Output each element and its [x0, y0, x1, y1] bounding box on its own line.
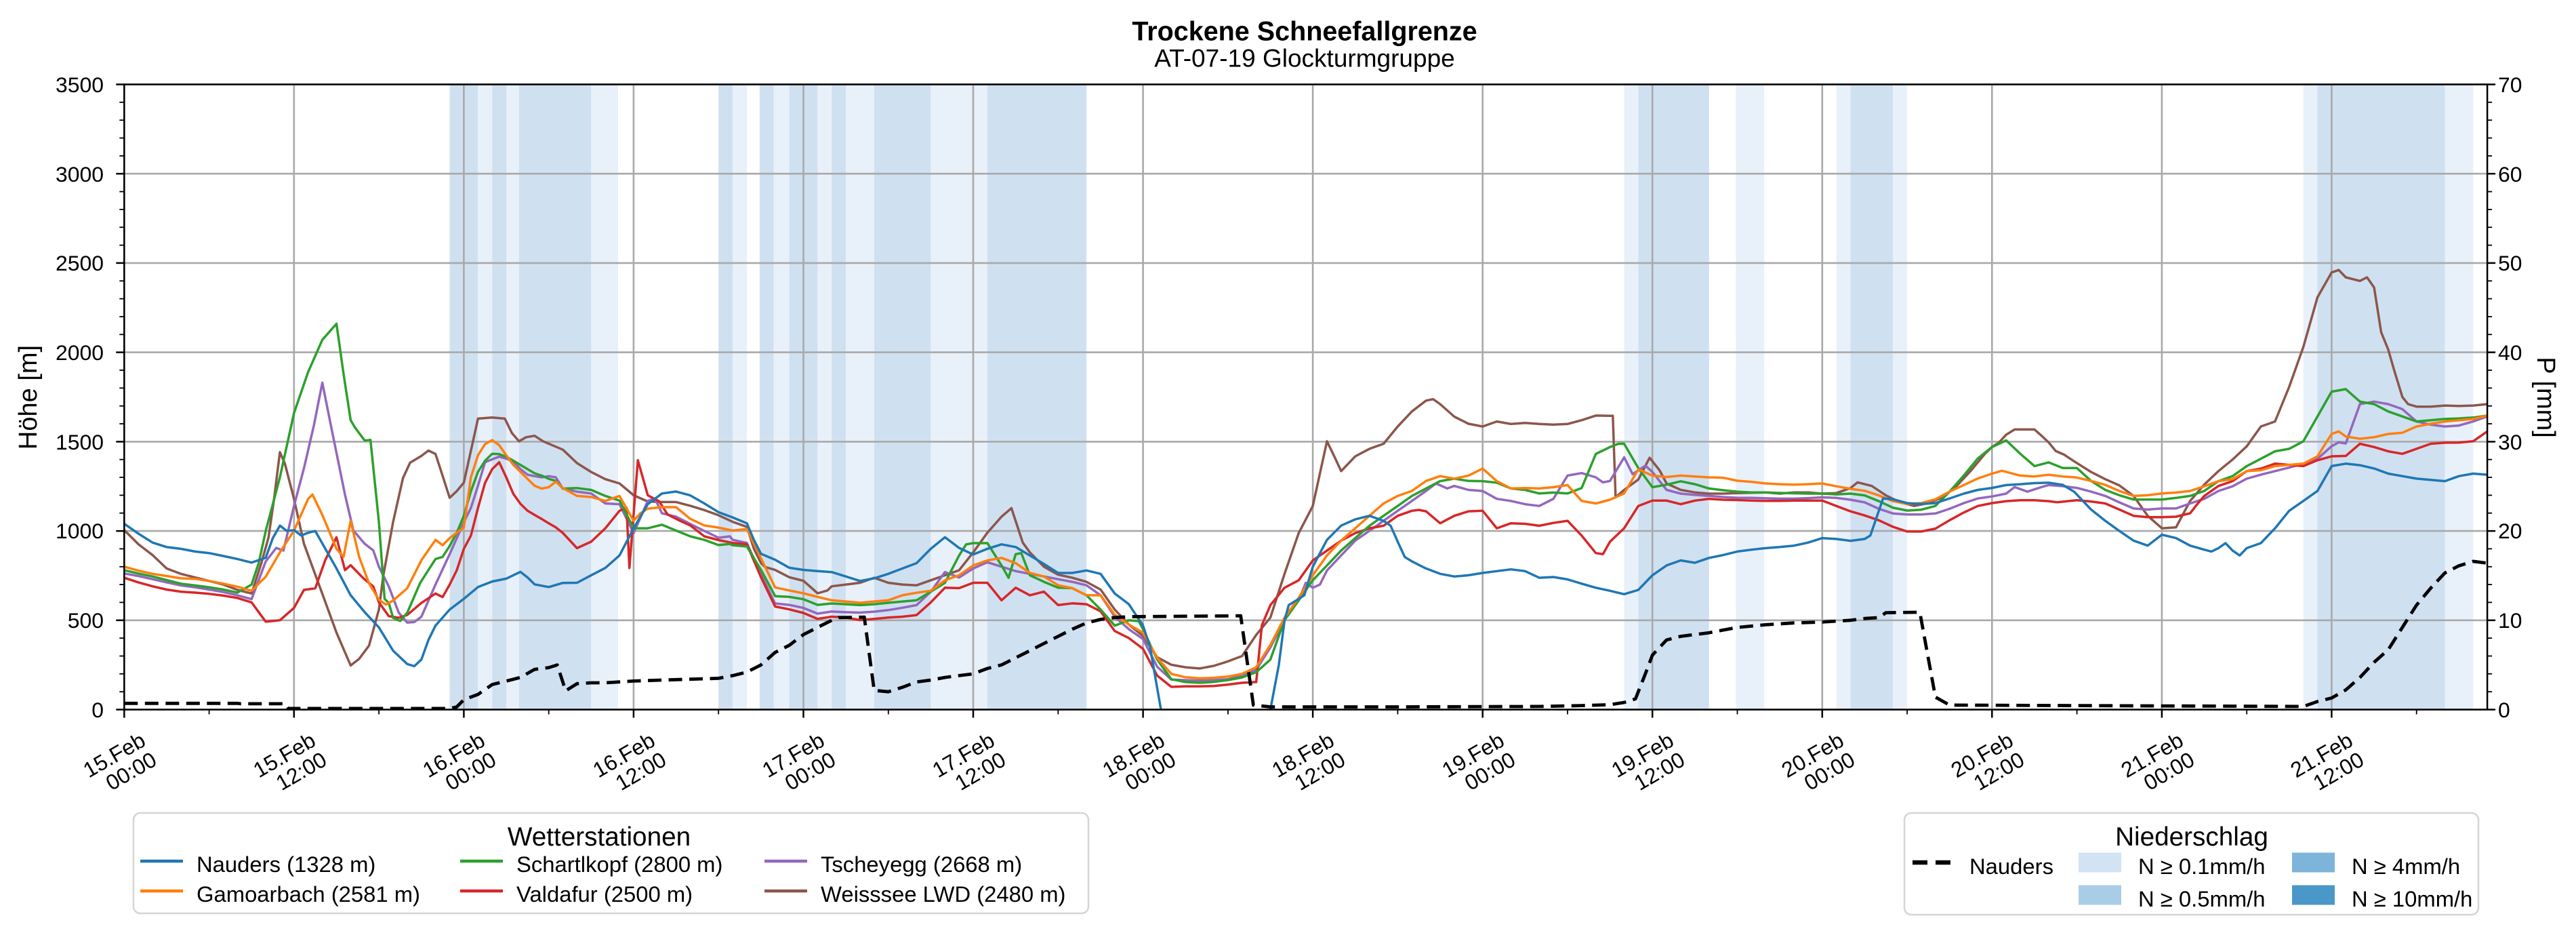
svg-text:0: 0 [2498, 698, 2510, 722]
svg-text:3000: 3000 [56, 162, 104, 186]
svg-text:0: 0 [91, 698, 104, 722]
svg-text:P [mm]: P [mm] [2531, 357, 2560, 438]
svg-text:2500: 2500 [56, 251, 104, 275]
svg-text:500: 500 [68, 608, 104, 633]
svg-text:Gamoarbach (2581 m): Gamoarbach (2581 m) [197, 881, 420, 907]
svg-text:Tscheyegg (2668 m): Tscheyegg (2668 m) [821, 852, 1022, 877]
svg-text:1000: 1000 [56, 519, 104, 543]
svg-text:Schartlkopf (2800 m): Schartlkopf (2800 m) [516, 852, 722, 877]
svg-text:Nauders (1328 m): Nauders (1328 m) [197, 852, 375, 877]
svg-text:N ≥ 4mm/h: N ≥ 4mm/h [2352, 854, 2460, 879]
svg-text:Wetterstationen: Wetterstationen [508, 822, 691, 852]
svg-text:50: 50 [2498, 251, 2522, 275]
svg-text:1500: 1500 [56, 430, 104, 454]
svg-text:Niederschlag: Niederschlag [2115, 822, 2268, 852]
svg-text:Weisssee LWD (2480 m): Weisssee LWD (2480 m) [821, 881, 1065, 907]
svg-text:N ≥ 10mm/h: N ≥ 10mm/h [2352, 886, 2472, 911]
svg-text:60: 60 [2498, 162, 2522, 186]
svg-text:3500: 3500 [56, 73, 104, 97]
svg-text:AT-07-19 Glockturmgruppe: AT-07-19 Glockturmgruppe [1154, 45, 1455, 73]
svg-text:Höhe [m]: Höhe [m] [14, 345, 43, 450]
svg-text:70: 70 [2498, 73, 2522, 97]
svg-text:N ≥ 0.1mm/h: N ≥ 0.1mm/h [2138, 854, 2266, 879]
svg-text:30: 30 [2498, 430, 2522, 454]
svg-text:40: 40 [2498, 340, 2522, 365]
svg-text:10: 10 [2498, 608, 2522, 633]
svg-text:Trockene Schneefallgrenze: Trockene Schneefallgrenze [1132, 17, 1477, 47]
svg-text:Valdafur (2500 m): Valdafur (2500 m) [516, 881, 693, 907]
svg-text:2000: 2000 [56, 340, 104, 365]
svg-text:20: 20 [2498, 519, 2522, 543]
svg-text:Nauders: Nauders [1969, 854, 2053, 879]
svg-text:N ≥ 0.5mm/h: N ≥ 0.5mm/h [2138, 886, 2266, 911]
